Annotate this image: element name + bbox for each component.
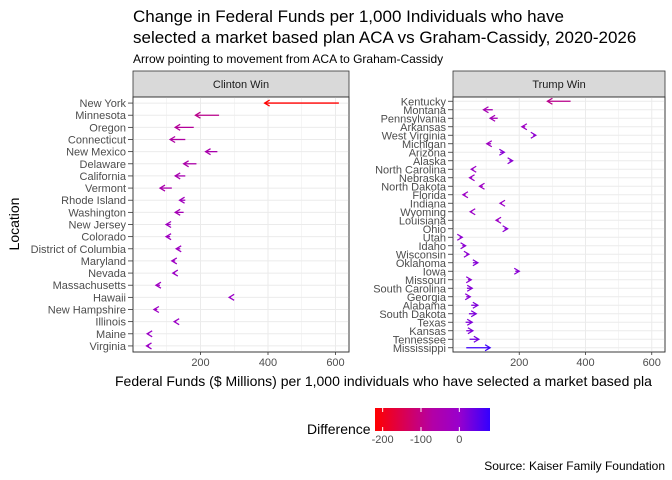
legend-tick-label: 0 bbox=[456, 434, 462, 446]
y-tick-label: Rhode Island bbox=[61, 195, 126, 207]
facet-panels: Clinton Win New YorkMinnesotaOregonConnec… bbox=[31, 71, 665, 369]
y-tick-label: New Hampshire bbox=[48, 305, 126, 317]
facet-strip-label: Trump Win bbox=[532, 79, 585, 91]
y-tick-label: New York bbox=[80, 98, 127, 110]
y-tick-label: Delaware bbox=[80, 159, 126, 171]
y-tick-label: Illinois bbox=[95, 317, 126, 329]
chart-subtitle: Arrow pointing to movement from ACA to G… bbox=[133, 52, 443, 66]
y-tick-label: California bbox=[80, 171, 127, 183]
y-tick-label: Colorado bbox=[81, 232, 126, 244]
y-tick-label: New Mexico bbox=[66, 147, 126, 159]
legend-title: Difference bbox=[307, 421, 371, 437]
x-tick-label: 200 bbox=[510, 357, 528, 369]
x-tick-label: 600 bbox=[643, 357, 661, 369]
y-tick-label: Maine bbox=[96, 329, 126, 341]
y-tick-label: Vermont bbox=[85, 183, 126, 195]
x-tick-label: 600 bbox=[326, 357, 344, 369]
facet-panel-1: Clinton Win New YorkMinnesotaOregonConnec… bbox=[31, 71, 349, 369]
y-tick-label: Oregon bbox=[89, 122, 126, 134]
legend-tick-label: -100 bbox=[410, 434, 432, 446]
facet-strip-label: Clinton Win bbox=[213, 79, 269, 91]
y-tick-label: New Jersey bbox=[69, 220, 127, 232]
y-tick-label: Nevada bbox=[88, 268, 127, 280]
x-tick-label: 400 bbox=[259, 357, 277, 369]
x-tick-label: 400 bbox=[576, 357, 594, 369]
y-tick-label: Minnesota bbox=[75, 110, 127, 122]
y-tick-label: Hawaii bbox=[93, 292, 126, 304]
facet-panel-2: Trump Win KentuckyMontanaPennsylvaniaArka… bbox=[373, 71, 665, 369]
x-tick-label: 200 bbox=[191, 357, 209, 369]
y-tick-label: District of Columbia bbox=[31, 244, 127, 256]
y-tick-label: Maryland bbox=[81, 256, 126, 268]
chart-title-line1: Change in Federal Funds per 1,000 Indivi… bbox=[133, 7, 564, 26]
y-tick-label: Connecticut bbox=[68, 135, 126, 147]
caption: Source: Kaiser Family Foundation bbox=[484, 459, 665, 473]
y-tick-label: Washington bbox=[68, 207, 126, 219]
legend-tick-label: -200 bbox=[372, 434, 394, 446]
y-tick-label: Mississippi bbox=[393, 343, 446, 355]
y-tick-label: Massachusetts bbox=[53, 280, 127, 292]
y-tick-label: Virginia bbox=[90, 341, 127, 353]
legend: Difference -200 -100 0 bbox=[307, 408, 490, 446]
legend-colorbar bbox=[375, 408, 490, 431]
y-axis-label: Location bbox=[6, 198, 22, 251]
x-axis-label: Federal Funds ($ Millions) per 1,000 ind… bbox=[115, 373, 652, 389]
chart-title-line2: selected a market based plan ACA vs Grah… bbox=[133, 28, 636, 47]
